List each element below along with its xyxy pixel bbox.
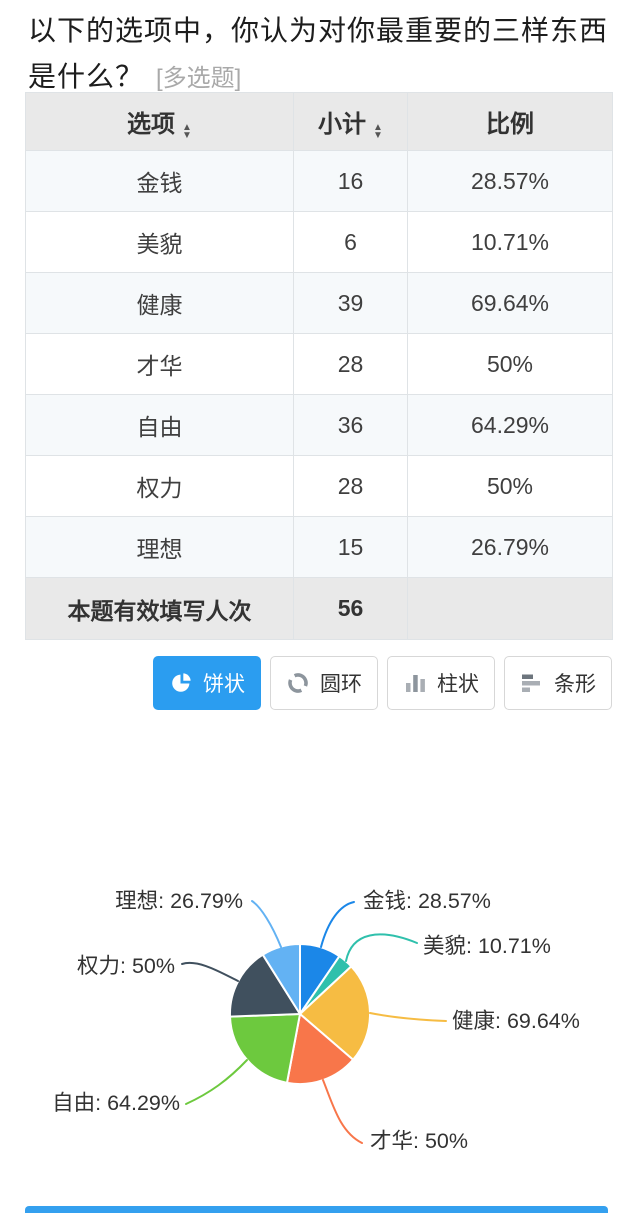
pie-label-理想: 理想: 26.79% [115,889,243,913]
option-cell: 金钱 [25,150,294,212]
percent-cell: 28.57% [407,150,613,212]
header-option[interactable]: 选项 ▲ ▼ [25,92,294,151]
header-subtotal[interactable]: 小计 ▲ ▼ [293,92,408,151]
percent-cell: 50% [407,333,613,395]
donut-chart-button[interactable]: 圆环 [270,656,378,710]
chart-type-switcher: 饼状 圆环 柱状 条形 [25,656,612,710]
table-row: 才华 28 50% [25,333,613,395]
count-cell: 36 [293,394,408,456]
percent-cell: 26.79% [407,516,613,578]
option-cell: 自由 [25,394,294,456]
option-cell: 才华 [25,333,294,395]
bar-icon [520,671,544,695]
table-row: 金钱 16 28.57% [25,150,613,212]
percent-cell: 64.29% [407,394,613,456]
percent-cell: 10.71% [407,211,613,273]
pie-chart-button[interactable]: 饼状 [153,656,261,710]
count-cell: 28 [293,333,408,395]
table-footer-row: 本题有效填写人次 56 [25,577,613,640]
pie-leader-line [345,933,418,962]
question-title-text: 以下的选项中，你认为对你最重要的三样东西是什么？ [28,15,609,92]
footer-percent [407,577,613,640]
question-title: 以下的选项中，你认为对你最重要的三样东西是什么？ [多选题] [28,8,613,100]
donut-icon [286,671,310,695]
column-chart-button[interactable]: 柱状 [387,656,495,710]
pie-label-自由: 自由: 64.29% [52,1091,180,1115]
column-icon [403,671,427,695]
pie-label-权力: 权力: 50% [77,954,175,978]
table-row: 健康 39 69.64% [25,272,613,334]
pie-label-美貌: 美貌: 10.71% [423,934,551,958]
bar-chart-button[interactable]: 条形 [504,656,612,710]
footer-count: 56 [293,577,408,640]
percent-cell: 50% [407,455,613,517]
table-row: 权力 28 50% [25,455,613,517]
option-cell: 权力 [25,455,294,517]
count-cell: 15 [293,516,408,578]
pie-label-健康: 健康: 69.64% [452,1009,580,1033]
question-type-tag: [多选题] [156,64,242,92]
header-percent: 比例 [407,92,613,151]
pie-leader-line [320,901,355,948]
pie-label-才华: 才华: 50% [370,1129,468,1153]
results-table: 选项 ▲ ▼ 小计 ▲ ▼ 比例 金钱 16 28.57% 美貌 6 10.71% 健康… [25,92,613,640]
table-row: 理想 15 26.79% [25,516,613,578]
pie-chart: 金钱: 28.57% 美貌: 10.71% 健康: 69.64% 才华: 50% 自由:… [0,858,633,1188]
table-header-row: 选项 ▲ ▼ 小计 ▲ ▼ 比例 [25,92,613,151]
pie-icon [169,671,193,695]
table-row: 自由 36 64.29% [25,394,613,456]
next-section-edge [25,1206,608,1213]
count-cell: 16 [293,150,408,212]
sort-icon: ▲ ▼ [373,121,383,141]
count-cell: 39 [293,272,408,334]
option-cell: 美貌 [25,211,294,273]
pie-leader-line [322,1079,363,1144]
pie-button-label: 饼状 [203,673,245,696]
footer-label: 本题有效填写人次 [25,577,294,640]
option-cell: 理想 [25,516,294,578]
sort-icon: ▲ ▼ [182,121,192,141]
count-cell: 28 [293,455,408,517]
pie-label-金钱: 金钱: 28.57% [363,889,491,913]
option-cell: 健康 [25,272,294,334]
count-cell: 6 [293,211,408,273]
percent-cell: 69.64% [407,272,613,334]
pie-leader-line [251,900,282,948]
pie-leader-line [369,1012,447,1022]
column-button-label: 柱状 [437,673,479,696]
donut-button-label: 圆环 [320,673,362,696]
table-row: 美貌 6 10.71% [25,211,613,273]
pie-slice-自由[interactable] [229,1013,301,1084]
bar-button-label: 条形 [554,673,596,696]
pie-leader-line [185,1059,248,1105]
pie-leader-line [181,961,239,982]
